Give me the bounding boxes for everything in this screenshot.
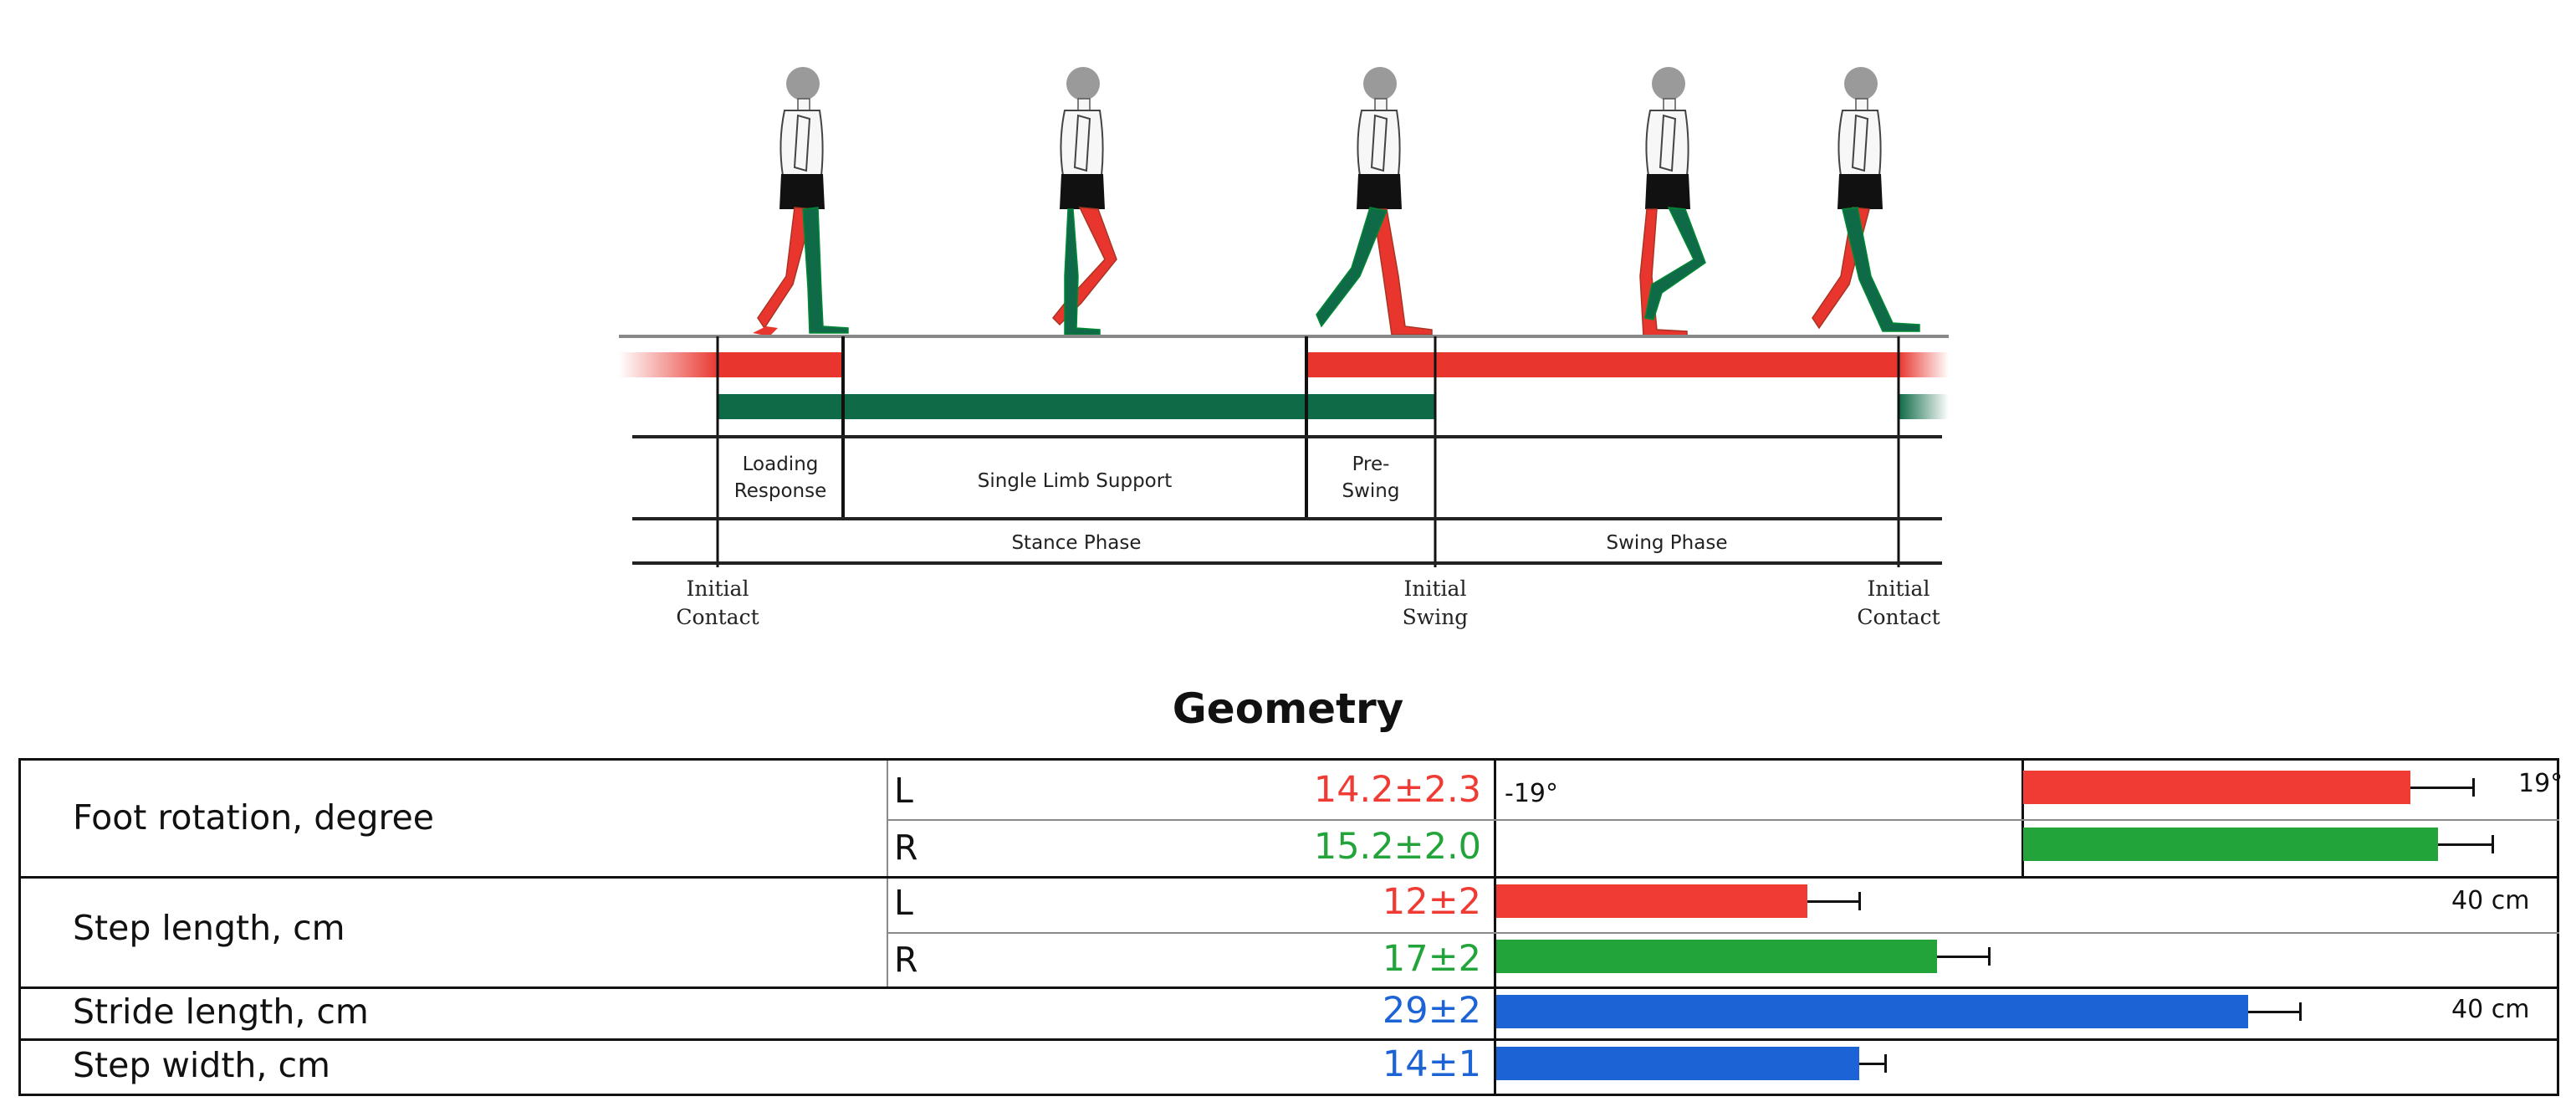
initial-swing-label-2: Swing xyxy=(1403,605,1469,629)
step-length-side-l: L xyxy=(894,883,913,923)
step-length-bar-r xyxy=(1496,940,1937,973)
initial-contact-right-label-2: Contact xyxy=(1857,605,1940,629)
phase-rules xyxy=(632,435,1942,565)
step-width-error-cap xyxy=(1884,1054,1887,1073)
walker-figure-4 xyxy=(1639,66,1706,337)
row-separator-1 xyxy=(21,876,2559,879)
geometry-title: Geometry xyxy=(1172,684,1404,733)
loading-response-label-2: Response xyxy=(734,480,826,502)
walker-figure-1 xyxy=(753,66,849,336)
initial-contact-right-label-1: Initial xyxy=(1868,576,1930,601)
initial-swing-label-1: Initial xyxy=(1404,576,1467,601)
pre-swing-label-2: Swing xyxy=(1342,480,1400,502)
foot-rotation-error-cap-l xyxy=(2472,778,2476,797)
bar-column-divider xyxy=(1494,761,1496,1094)
step-length-bar-l xyxy=(1496,884,1807,918)
stance-phase-label: Stance Phase xyxy=(1011,532,1141,554)
foot-rotation-error-r xyxy=(2438,843,2493,846)
stride-length-value: 29±2 xyxy=(1382,990,1481,1032)
step-length-value-l: 12±2 xyxy=(1382,881,1481,923)
gait-cycle-diagram: Loading Response Single Limb Support Pre… xyxy=(619,66,1949,629)
foot-rotation-label: Foot rotation, degree xyxy=(73,797,434,838)
step-length-side-r: R xyxy=(894,940,918,980)
stride-length-error-cap xyxy=(2299,1002,2302,1021)
geometry-table: Foot rotation, degree L R 14.2±2.3 15.2±… xyxy=(18,758,2563,1096)
initial-contact-left-label-2: Contact xyxy=(676,605,759,629)
foot-rotation-side-separator xyxy=(887,819,2559,821)
foot-rotation-bar-r xyxy=(2023,828,2438,861)
stride-length-bar xyxy=(1496,995,2248,1028)
step-length-error-r xyxy=(1937,956,1989,958)
foot-rotation-error-cap-r xyxy=(2492,835,2495,853)
right-limb-stance-bars xyxy=(718,394,1949,419)
step-length-error-cap-r xyxy=(1988,947,1991,966)
stride-length-axis-max: 40 cm xyxy=(2451,995,2530,1024)
row-separator-2 xyxy=(21,986,2559,989)
foot-rotation-bar-l xyxy=(2023,771,2411,804)
step-width-bar xyxy=(1496,1047,1859,1080)
foot-rotation-side-l: L xyxy=(894,771,913,811)
walker-figure-2 xyxy=(1051,66,1117,336)
stride-length-label: Stride length, cm xyxy=(73,992,369,1032)
step-length-axis-max: 40 cm xyxy=(2451,886,2530,915)
foot-rotation-axis-min: -19° xyxy=(1505,779,1558,808)
step-length-error-l xyxy=(1807,900,1859,903)
step-width-error xyxy=(1859,1063,1885,1065)
step-length-side-separator xyxy=(887,932,2559,934)
step-length-error-cap-l xyxy=(1858,892,1861,910)
foot-rotation-error-l xyxy=(2410,787,2474,789)
foot-rotation-value-r: 15.2±2.0 xyxy=(1313,826,1481,868)
foot-rotation-axis-max: 19° xyxy=(2518,769,2563,798)
loading-response-label-1: Loading xyxy=(743,454,819,475)
single-limb-support-label: Single Limb Support xyxy=(978,470,1172,492)
side-column-divider xyxy=(887,761,888,988)
step-width-value: 14±1 xyxy=(1382,1043,1481,1085)
foot-rotation-value-l: 14.2±2.3 xyxy=(1313,769,1481,811)
walker-figure-3 xyxy=(1316,66,1433,336)
stride-length-error xyxy=(2248,1011,2300,1013)
step-length-value-r: 17±2 xyxy=(1382,938,1481,980)
left-limb-stance-bars xyxy=(619,352,1949,377)
row-separator-3 xyxy=(21,1038,2559,1041)
step-length-label: Step length, cm xyxy=(73,908,345,948)
foot-rotation-side-r: R xyxy=(894,828,918,868)
swing-phase-label: Swing Phase xyxy=(1607,532,1728,554)
pre-swing-label-1: Pre- xyxy=(1352,454,1390,475)
initial-contact-left-label-1: Initial xyxy=(687,576,749,601)
walker-figure-5 xyxy=(1812,66,1920,332)
phase-dividers xyxy=(716,336,1900,567)
step-width-label: Step width, cm xyxy=(73,1045,330,1085)
